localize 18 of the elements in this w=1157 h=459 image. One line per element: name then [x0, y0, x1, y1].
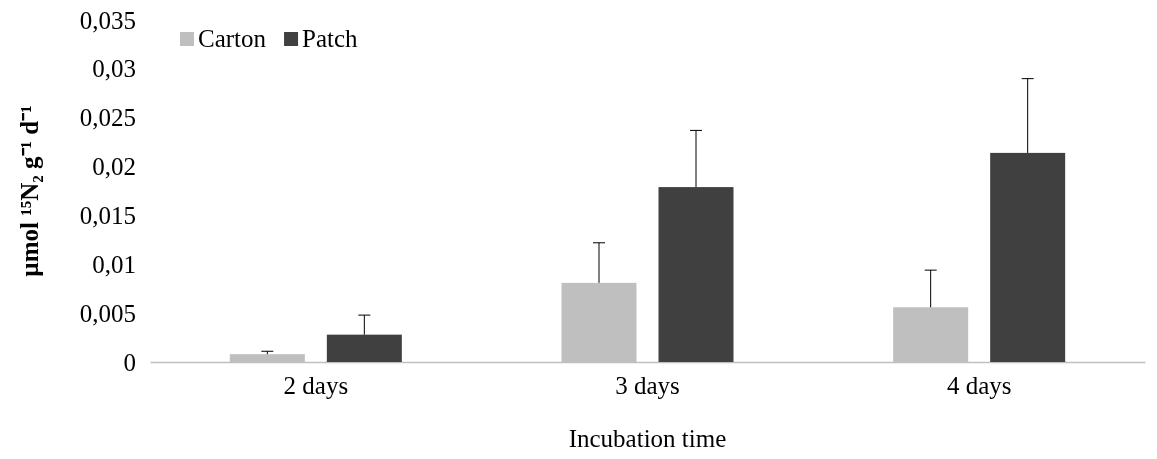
- y-tick-label: 0: [123, 348, 136, 376]
- x-tick-label: 3 days: [615, 371, 680, 399]
- y-tick-label: 0,01: [92, 250, 136, 278]
- x-tick-label: 2 days: [283, 371, 349, 399]
- legend-label: Patch: [302, 25, 359, 52]
- y-tick-label: 0,035: [79, 6, 136, 34]
- x-tick-label: 4 days: [946, 371, 1012, 399]
- y-tick-label: 0,005: [79, 299, 136, 327]
- bar: [990, 152, 1066, 362]
- x-axis-title: Incubation time: [568, 425, 727, 452]
- bar: [658, 187, 734, 362]
- y-tick-label: 0,015: [79, 201, 136, 229]
- bar: [326, 334, 402, 362]
- y-tick-label: 0,03: [92, 55, 136, 83]
- y-tick-label: 0,02: [92, 153, 136, 181]
- y-axis-title: µmol ¹⁵N₂ g⁻¹ d⁻¹: [16, 105, 43, 277]
- y-tick-label: 0,025: [79, 104, 136, 132]
- legend-label: Carton: [198, 25, 267, 52]
